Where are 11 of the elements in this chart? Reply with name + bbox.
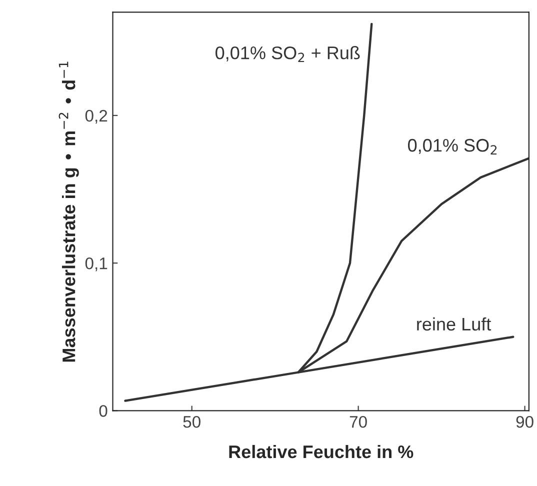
series-label: 0,01% SO$_{2}$: [408, 138, 497, 155]
y-axis-title: Massenverlustrate in g • m$^{−2}$ • d$^{−1}$: [58, 62, 79, 362]
y-tick-label: 0,1: [85, 257, 108, 272]
y-tick-label: 0,2: [85, 110, 108, 124]
x-tick-label: 90: [516, 416, 534, 428]
x-axis-title: Relative Feuchte in %: [229, 444, 414, 458]
y-tick-label: 0: [99, 405, 108, 417]
x-tick-label: 70: [350, 416, 367, 428]
x-tick-label: 50: [183, 416, 200, 428]
series-label: 0,01% SO$_{2}$ + Ruß: [216, 46, 360, 62]
series-label: reine Luft: [417, 317, 492, 331]
